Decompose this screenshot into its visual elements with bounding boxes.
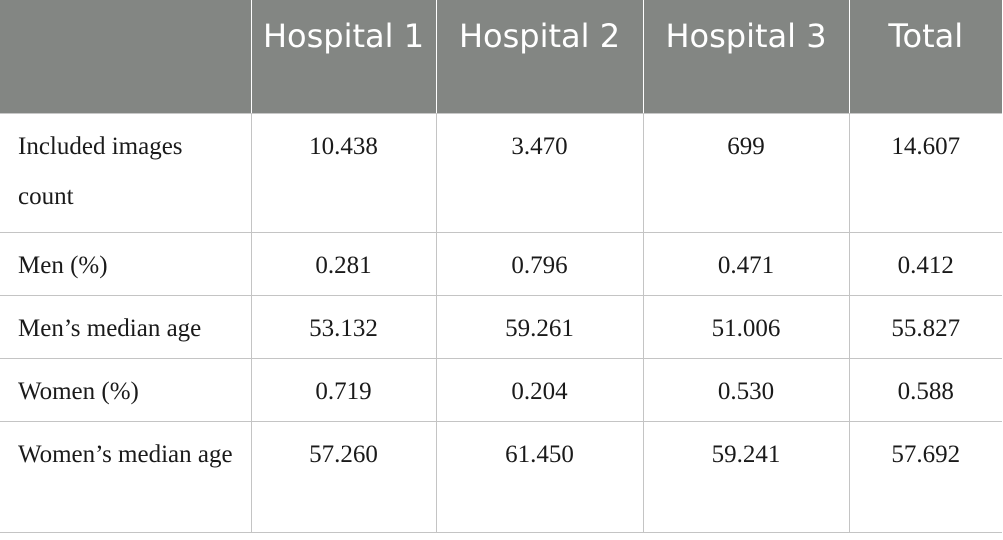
cell-total: 57.692 [848, 420, 1002, 533]
table-row: Men (%) 0.281 0.796 0.471 0.412 [0, 231, 1002, 296]
table-row: Women’s median age 57.260 61.450 59.241 … [0, 420, 1002, 533]
table-header: Hospital 1 Hospital 2 Hospital 3 Total [0, 0, 1002, 114]
cell-hospital-2: 61.450 [435, 420, 644, 533]
header-row: Hospital 1 Hospital 2 Hospital 3 Total [0, 0, 1002, 114]
cell-hospital-1: 0.719 [250, 357, 437, 422]
cell-hospital-2: 0.796 [435, 231, 644, 296]
cell-hospital-1: 0.281 [250, 231, 437, 296]
header-cell-total: Total [848, 0, 1002, 114]
cell-hospital-2: 0.204 [435, 357, 644, 422]
cell-hospital-1: 57.260 [250, 420, 437, 533]
row-label: Men’s median age [0, 294, 252, 359]
table-row: Included images count 10.438 3.470 699 1… [0, 112, 1002, 233]
header-cell-hospital-3: Hospital 3 [642, 0, 850, 114]
cell-hospital-1: 53.132 [250, 294, 437, 359]
row-label: Women’s median age [0, 420, 252, 533]
cell-total: 14.607 [848, 112, 1002, 233]
cell-total: 0.588 [848, 357, 1002, 422]
table-row: Men’s median age 53.132 59.261 51.006 55… [0, 294, 1002, 359]
cell-hospital-3: 0.471 [642, 231, 850, 296]
table-body: Included images count 10.438 3.470 699 1… [0, 112, 1002, 533]
cell-hospital-3: 59.241 [642, 420, 850, 533]
cell-hospital-3: 699 [642, 112, 850, 233]
header-cell-hospital-1: Hospital 1 [250, 0, 437, 114]
cell-total: 55.827 [848, 294, 1002, 359]
table-row: Women (%) 0.719 0.204 0.530 0.588 [0, 357, 1002, 422]
cell-hospital-3: 51.006 [642, 294, 850, 359]
header-cell-hospital-2: Hospital 2 [435, 0, 644, 114]
cell-hospital-3: 0.530 [642, 357, 850, 422]
row-label: Men (%) [0, 231, 252, 296]
row-label: Included images count [0, 112, 252, 233]
cell-hospital-1: 10.438 [250, 112, 437, 233]
row-label: Women (%) [0, 357, 252, 422]
cell-total: 0.412 [848, 231, 1002, 296]
cell-hospital-2: 59.261 [435, 294, 644, 359]
cell-hospital-2: 3.470 [435, 112, 644, 233]
header-cell-empty [0, 0, 252, 114]
